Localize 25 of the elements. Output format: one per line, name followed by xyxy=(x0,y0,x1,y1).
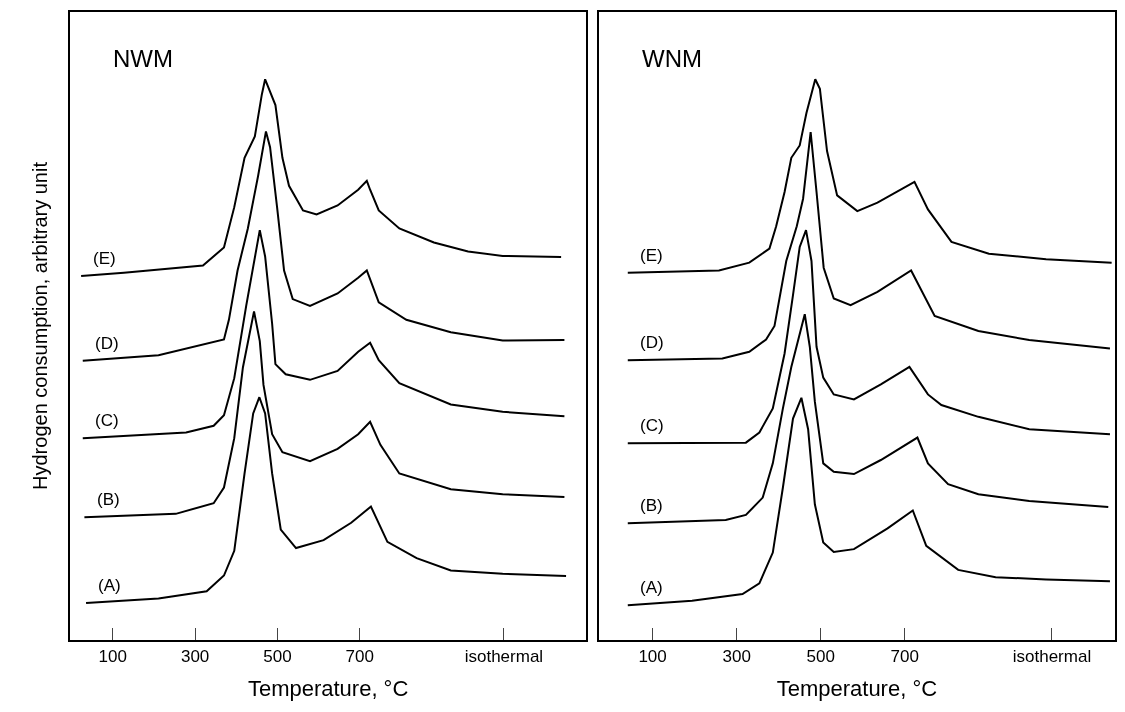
x-tick-label: 100 xyxy=(98,647,127,667)
x-tick-label: 500 xyxy=(263,647,292,667)
series-label: (E) xyxy=(640,246,663,265)
series-label: (B) xyxy=(97,490,120,509)
series-label: (D) xyxy=(95,334,119,353)
x-tick-label: 300 xyxy=(180,647,210,667)
series-label: (C) xyxy=(640,416,664,435)
x-tick-label: 100 xyxy=(638,647,667,667)
x-tick-label: 700 xyxy=(345,647,374,667)
chart-title: NWM xyxy=(113,45,173,72)
series-label: (A) xyxy=(98,576,121,595)
x-tick-label: isothermal xyxy=(1012,647,1092,667)
x-tick-label: 300 xyxy=(722,647,751,667)
chart-title: WNM xyxy=(642,45,702,72)
series-label: (B) xyxy=(640,496,663,515)
x-tick-label: 500 xyxy=(806,647,835,667)
series-label: (C) xyxy=(95,411,119,430)
x-axis-title: Temperature, °C xyxy=(776,675,938,701)
x-tick-label: 700 xyxy=(890,647,919,667)
series-label: (E) xyxy=(93,249,116,268)
series-label: (A) xyxy=(640,578,663,597)
x-axis-title: Temperature, °C xyxy=(247,675,409,701)
x-tick-label: isothermal xyxy=(464,647,544,667)
series-label: (D) xyxy=(640,333,664,352)
y-axis-title: Hydrogen consumption, arbitrary unit xyxy=(29,161,51,490)
